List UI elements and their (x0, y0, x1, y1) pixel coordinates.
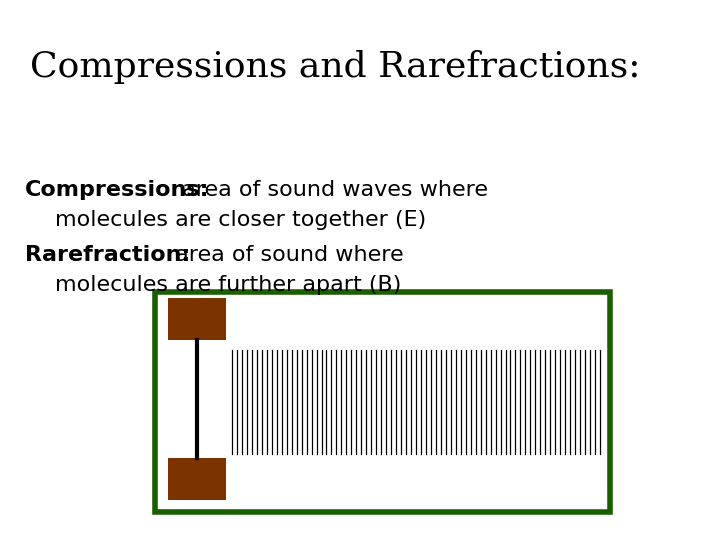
Bar (155, 292, 610, 512)
Text: Compressions and Rarefractions:: Compressions and Rarefractions: (30, 50, 641, 84)
Bar (168, 458, 226, 500)
Text: area of sound where: area of sound where (168, 245, 404, 265)
Bar (168, 298, 226, 340)
Text: area of sound waves where: area of sound waves where (175, 180, 488, 200)
Text: Rarefraction:: Rarefraction: (25, 245, 190, 265)
Text: molecules are closer together (E): molecules are closer together (E) (55, 210, 426, 230)
Text: Compressions:: Compressions: (25, 180, 210, 200)
Text: molecules are further apart (B): molecules are further apart (B) (55, 275, 401, 295)
